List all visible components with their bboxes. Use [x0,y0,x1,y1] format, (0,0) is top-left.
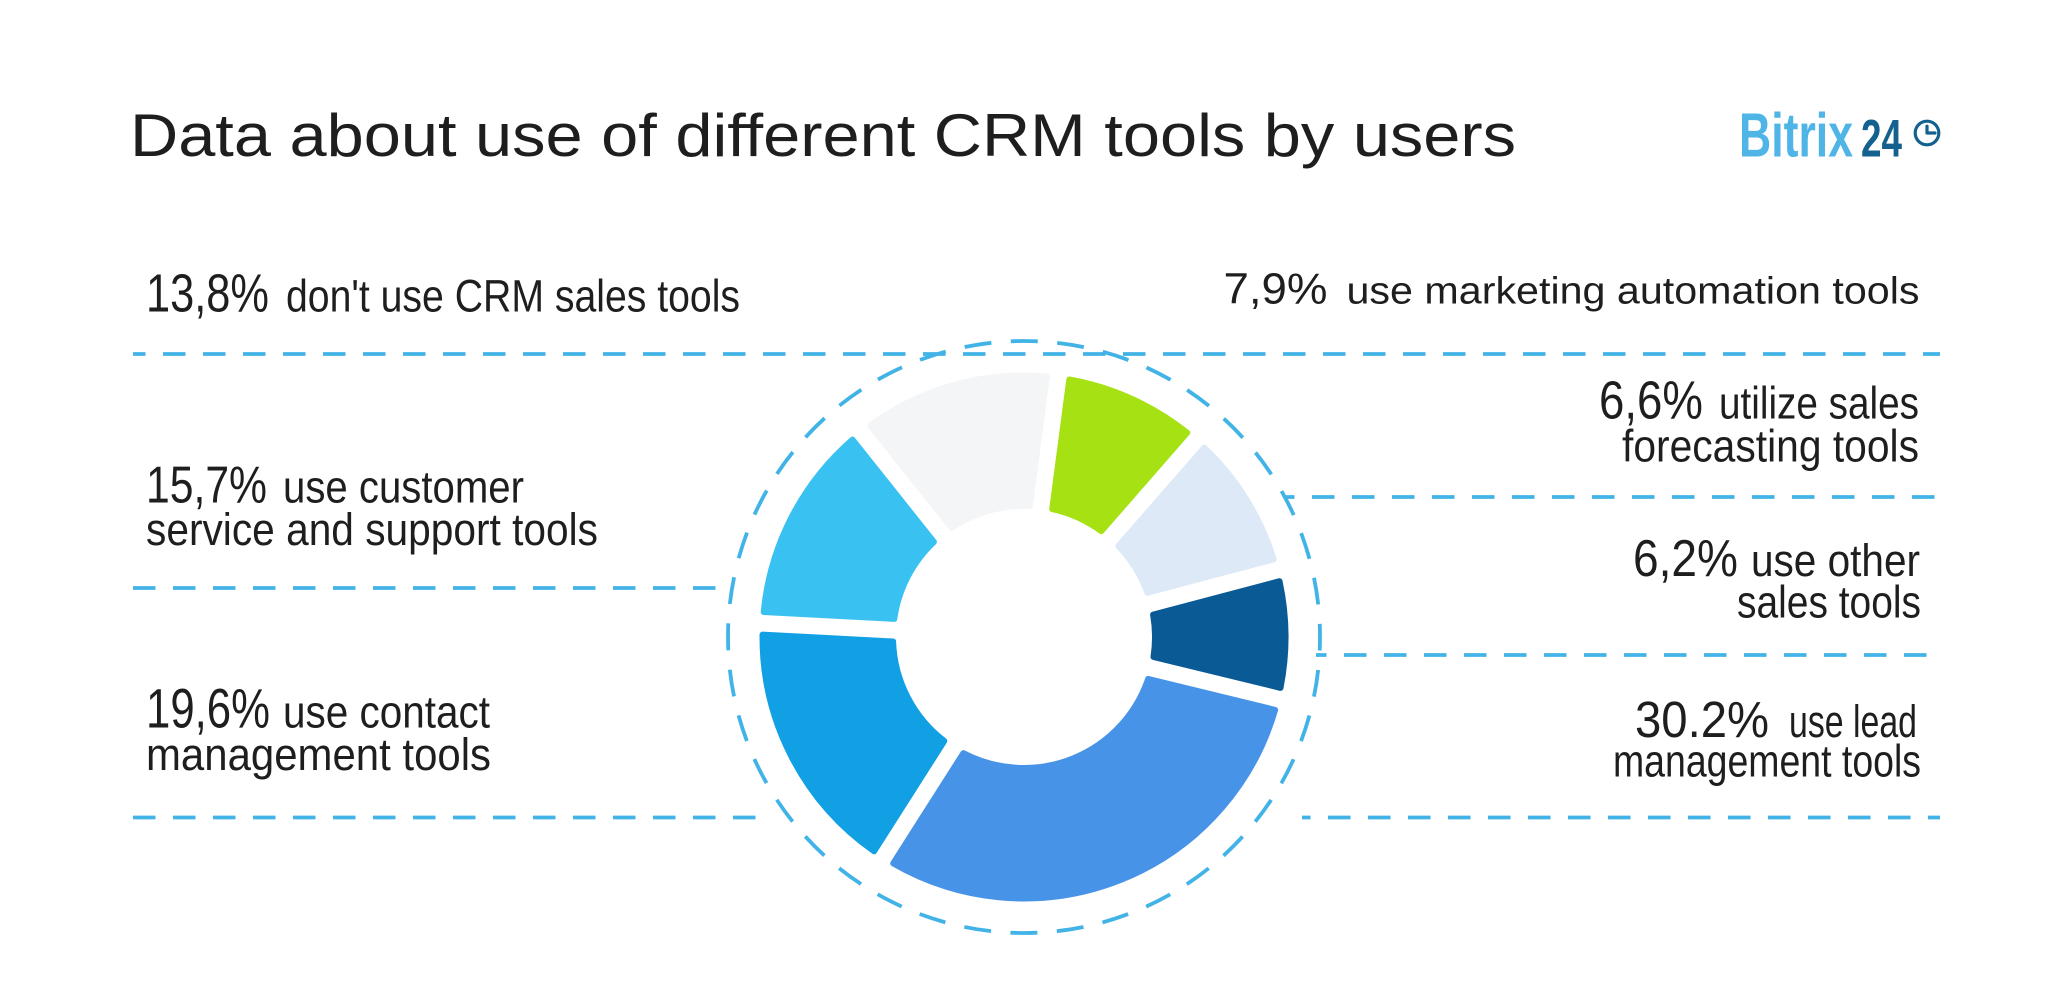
svg-text:sales tools: sales tools [1737,577,1921,628]
svg-text:use contact: use contact [283,687,490,738]
svg-text:7,9%: 7,9% [1224,265,1328,314]
svg-text:don't use CRM sales tools: don't use CRM sales tools [286,271,740,322]
svg-text:service and support tools: service and support tools [146,504,598,555]
svg-text:24: 24 [1861,110,1902,169]
svg-text:15,7%: 15,7% [146,457,267,515]
svg-text:19,6%: 19,6% [146,677,270,740]
svg-text:6,2%: 6,2% [1633,530,1738,588]
svg-text:13,8%: 13,8% [146,264,269,324]
svg-text:utilize sales: utilize sales [1719,377,1919,428]
svg-text:30.2%: 30.2% [1635,691,1769,748]
svg-text:Data about use of different CR: Data about use of different CRM tools by… [130,102,1516,169]
svg-text:forecasting tools: forecasting tools [1622,420,1919,471]
svg-text:use customer: use customer [283,462,524,513]
svg-text:use lead: use lead [1789,696,1917,747]
svg-text:management tools: management tools [1613,736,1921,787]
svg-text:Bitrix: Bitrix [1739,102,1853,171]
svg-text:use marketing automation tools: use marketing automation tools [1347,271,1920,313]
svg-text:management tools: management tools [146,729,491,780]
svg-text:6,6%: 6,6% [1599,370,1703,430]
svg-text:use other: use other [1751,535,1920,586]
